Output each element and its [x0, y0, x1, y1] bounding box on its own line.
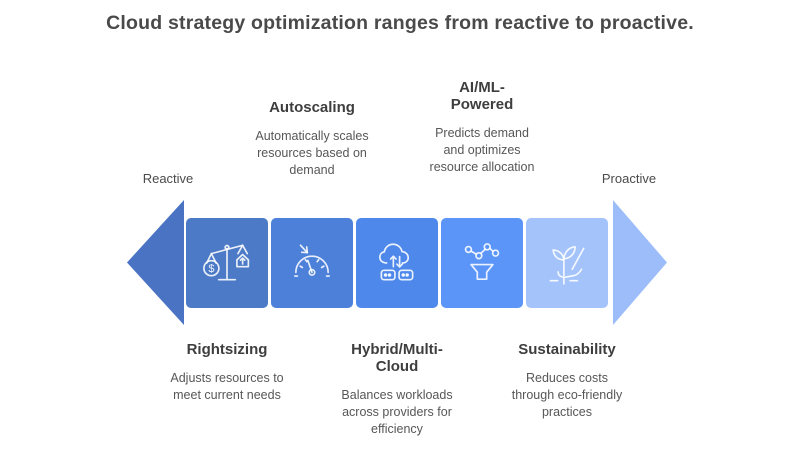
right-arrow [613, 200, 667, 325]
stage-label: Rightsizing [186, 341, 268, 358]
stage-box-ai-ml [441, 218, 523, 308]
cloud-sync-icon [372, 238, 422, 288]
svg-text:$: $ [208, 263, 214, 275]
stage-description: Automatically scales resources based on … [255, 129, 369, 177]
stage-description: Adjusts resources to meet current needs [170, 371, 284, 402]
stage-label: Autoscaling [269, 99, 355, 116]
stage-box-hybrid-multi-cloud [356, 218, 438, 308]
stage-box-sustainability [526, 218, 608, 308]
annotation-ai-ml: AI/ML-Powered Predicts demand and optimi… [397, 79, 567, 176]
annotation-sustainability: Sustainability Reduces costs through eco… [482, 341, 652, 421]
stage-box-rightsizing: $ [186, 218, 268, 308]
annotation-rightsizing: Rightsizing Adjusts resources to meet cu… [142, 341, 312, 404]
stage-label: AI/ML-Powered [450, 79, 514, 113]
annotation-hybrid-multi-cloud: Hybrid/Multi-Cloud Balances workloads ac… [312, 341, 482, 438]
left-arrow [127, 200, 184, 325]
stage-label: Hybrid/Multi-Cloud [351, 341, 443, 375]
page-title: Cloud strategy optimization ranges from … [106, 12, 694, 34]
gauge-arrow-icon [287, 238, 337, 288]
sprout-icon [542, 238, 592, 288]
proactive-label: Proactive [601, 171, 657, 186]
nodes-funnel-icon [457, 238, 507, 288]
reactive-label: Reactive [142, 171, 194, 186]
stage-label: Sustainability [518, 341, 616, 358]
stage-description: Reduces costs through eco-friendly pract… [511, 371, 623, 419]
annotation-autoscaling: Autoscaling Automatically scales resourc… [227, 99, 397, 179]
balance-scale-icon: $ [202, 238, 252, 288]
stage-description: Predicts demand and optimizes resource a… [429, 126, 535, 174]
stage-description: Balances workloads across providers for … [341, 388, 453, 436]
stage-box-autoscaling [271, 218, 353, 308]
